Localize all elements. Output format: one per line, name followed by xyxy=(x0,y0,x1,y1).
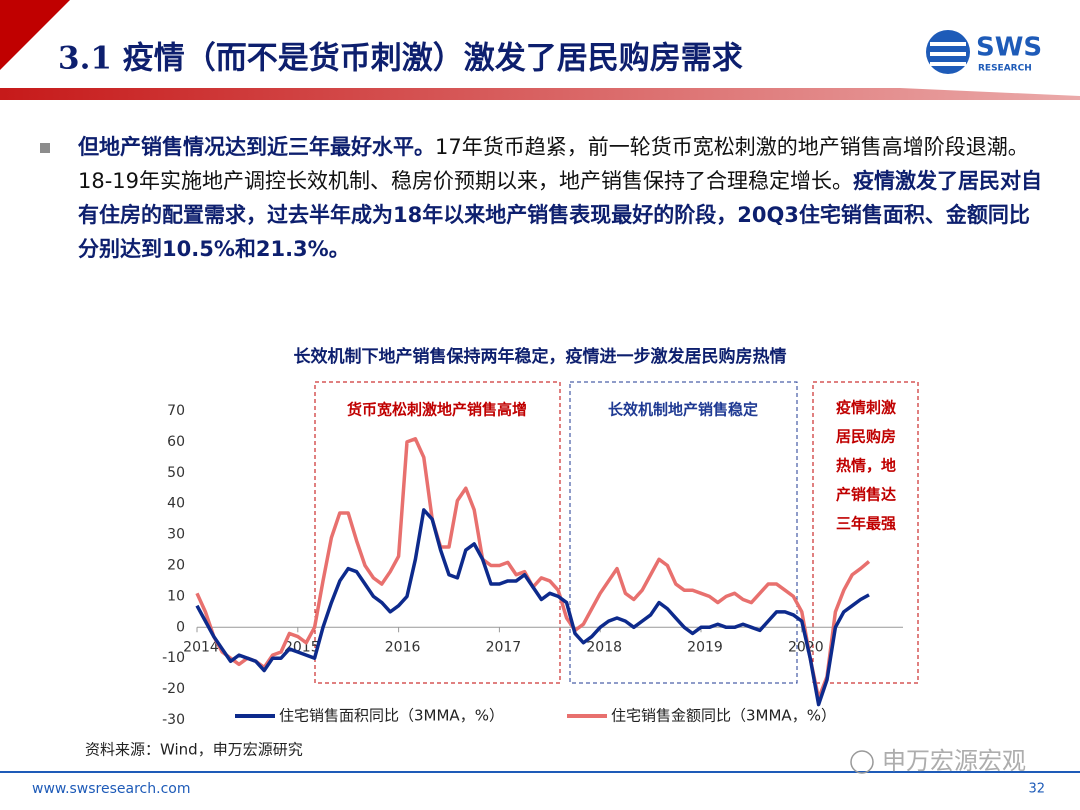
y-tick-label: 20 xyxy=(167,558,185,574)
bullet-run: 但地产销售情况达到近三年最好水平。 xyxy=(78,135,435,159)
annotation: 三年最强 xyxy=(836,515,896,533)
y-tick-label: 30 xyxy=(167,527,185,543)
source-note: 资料来源：Wind，申万宏源研究 xyxy=(85,741,303,759)
y-tick-label: 10 xyxy=(167,588,185,604)
y-tick-label: 50 xyxy=(167,465,185,481)
page-number: 32 xyxy=(1028,782,1045,797)
x-tick-label: 2018 xyxy=(586,639,622,655)
x-tick-label: 2019 xyxy=(687,639,723,655)
bullet-run: 疫情激发了居民对自有住房的配置需求，过去半年成为18年以来地产销售表现最好的阶段… xyxy=(78,169,1043,261)
annotation-box xyxy=(314,381,561,684)
logo-brand: SWS xyxy=(976,33,1042,63)
y-tick-label: 40 xyxy=(167,496,185,512)
logo-stripe xyxy=(930,42,966,46)
series-line xyxy=(195,508,870,707)
y-tick-label: -30 xyxy=(162,712,185,728)
x-tick-label: 2017 xyxy=(486,639,522,655)
logo-sub: RESEARCH xyxy=(978,64,1032,74)
annotation: 疫情刺激 xyxy=(836,399,897,417)
y-tick-label: -10 xyxy=(162,650,185,666)
annotation: 产销售达 xyxy=(836,486,896,504)
legend-label: 住宅销售金额同比（3MMA，%） xyxy=(611,707,836,725)
annotation: 货币宽松刺激地产销售高增 xyxy=(347,401,527,419)
watermark: 申万宏源宏观 xyxy=(882,747,1026,775)
y-tick-label: -20 xyxy=(162,681,185,697)
watermark-icon xyxy=(850,750,874,774)
y-tick-label: 70 xyxy=(167,403,185,419)
annotation: 热情，地 xyxy=(836,457,896,475)
chart-title: 长效机制下地产销售保持两年稳定，疫情进一步激发居民购房热情 xyxy=(294,346,787,367)
y-tick-label: 60 xyxy=(167,434,185,450)
page-title: 3.1 疫情（而不是货币刺激）激发了居民购房需求 xyxy=(58,41,743,77)
footer-url: www.swsresearch.com xyxy=(32,781,190,797)
corner-decoration xyxy=(0,0,70,70)
logo-stripe xyxy=(930,62,966,66)
bullet-marker xyxy=(40,143,50,153)
annotation: 居民购房 xyxy=(836,428,896,446)
x-tick-label: 2020 xyxy=(788,639,824,655)
logo-stripe xyxy=(930,52,966,56)
y-tick-label: 0 xyxy=(176,619,185,635)
legend-label: 住宅销售面积同比（3MMA，%） xyxy=(279,707,504,725)
x-tick-label: 2016 xyxy=(385,639,421,655)
logo: SWS RESEARCH xyxy=(926,30,1042,74)
annotation: 长效机制地产销售稳定 xyxy=(608,401,758,419)
annotation-box xyxy=(569,381,798,684)
annotation-box xyxy=(812,381,919,684)
bullet-text: 但地产销售情况达到近三年最好水平。17年货币趋紧，前一轮货币宽松刺激的地产销售高… xyxy=(78,130,1050,266)
series-line xyxy=(195,437,871,701)
bullet-run: 17年货币趋紧，前一轮货币宽松刺激的地产销售高增阶段退潮。18-19年实施地产调… xyxy=(78,135,1029,193)
x-tick-label: 2014 xyxy=(183,639,219,655)
header-band xyxy=(0,88,1080,100)
